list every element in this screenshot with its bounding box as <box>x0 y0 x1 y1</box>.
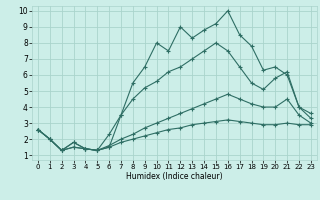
X-axis label: Humidex (Indice chaleur): Humidex (Indice chaleur) <box>126 172 223 181</box>
